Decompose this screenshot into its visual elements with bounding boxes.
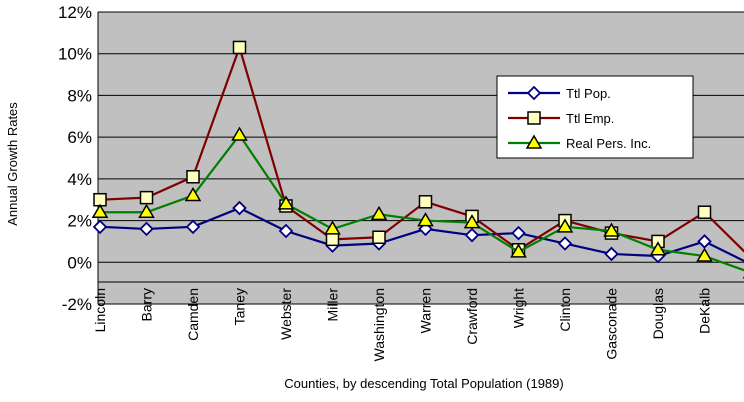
- x-tick-label: Miller: [325, 288, 341, 322]
- y-tick-label: 2%: [67, 212, 92, 231]
- y-tick-label: 6%: [67, 128, 92, 147]
- legend-item: Ttl Emp.: [508, 111, 614, 126]
- data-point-square: [325, 232, 340, 247]
- data-point-triangle: [696, 247, 713, 262]
- legend-label: Real Pers. Inc.: [566, 136, 651, 151]
- data-point-square: [372, 230, 386, 245]
- legend-label: Ttl Emp.: [566, 111, 614, 126]
- x-tick-label: Washington: [371, 288, 387, 361]
- x-tick-label: DeKalb: [697, 288, 713, 334]
- data-point-diamond: [604, 246, 619, 262]
- x-tick-label: Lincoln: [92, 288, 108, 332]
- x-tick-label: Crawford: [464, 288, 480, 345]
- data-point-triangle: [463, 214, 481, 229]
- x-tick-label: Wright: [511, 288, 527, 328]
- legend-items: Ttl Pop. Ttl Emp. Real Pers. Inc.: [508, 85, 651, 151]
- x-tick-label: Clinton: [557, 288, 573, 332]
- data-point-diamond: [511, 225, 526, 241]
- data-point-square: [232, 40, 247, 55]
- y-tick-label: 12%: [58, 3, 92, 22]
- x-tick-label: Douglas: [650, 288, 666, 339]
- data-point-square: [697, 205, 712, 219]
- y-axis-title: Annual Growth Rates: [5, 102, 20, 226]
- data-point-triangle: [91, 203, 109, 218]
- data-point-triangle: [138, 203, 155, 218]
- data-point-triangle: [231, 126, 248, 141]
- series-2: [91, 126, 744, 279]
- y-tick-label: 10%: [58, 45, 92, 64]
- legend-item: Ttl Pop.: [508, 85, 611, 101]
- y-tick-label: -2%: [62, 295, 92, 314]
- data-point-triangle: [277, 195, 295, 210]
- series-group: [91, 40, 744, 279]
- x-tick-label: Camden: [185, 288, 201, 341]
- data-point-triangle: [324, 220, 341, 235]
- data-point-diamond: [139, 221, 154, 237]
- data-point-diamond: [185, 219, 201, 235]
- data-point-triangle: [370, 205, 388, 221]
- data-point-triangle: [417, 212, 434, 227]
- x-axis-title: Counties, by descending Total Population…: [284, 376, 563, 391]
- x-tick-label: Barry: [139, 288, 155, 321]
- legend-item: Real Pers. Inc.: [508, 134, 651, 151]
- legend-label: Ttl Pop.: [566, 86, 611, 101]
- data-point-square: [186, 170, 200, 184]
- data-point-diamond: [232, 200, 247, 216]
- data-point-diamond: [697, 234, 712, 249]
- data-point-square: [139, 190, 154, 205]
- x-tick-labels: Lincoln Barry Camden Taney Webster Miller Wash…: [92, 288, 744, 362]
- legend: Ttl Pop. Ttl Emp. Real Pers. Inc.: [496, 75, 694, 159]
- data-point-triangle: [603, 222, 620, 237]
- data-point-square: [418, 195, 433, 209]
- x-tick-label: Taney: [232, 288, 248, 325]
- data-point-diamond: [464, 227, 480, 243]
- series-0: [92, 200, 744, 265]
- y-tick-label: 8%: [67, 86, 92, 105]
- data-point-triangle: [525, 134, 543, 149]
- data-point-diamond: [92, 219, 108, 235]
- y-tick-label: 4%: [67, 170, 92, 189]
- data-point-triangle: [510, 243, 527, 258]
- x-tick-label: Gasconade: [604, 288, 620, 360]
- data-point-triangle: [556, 218, 574, 233]
- x-tick-label: Warren: [418, 288, 434, 333]
- data-point-diamond: [526, 85, 542, 101]
- y-tick-labels: -2% 0% 2% 4% 6% 8% 10% 12%: [58, 3, 92, 314]
- data-point-diamond: [278, 223, 294, 239]
- x-tick-label: Webster: [278, 288, 294, 340]
- data-point-triangle: [184, 187, 202, 202]
- data-point-diamond: [557, 236, 573, 251]
- data-point-square: [527, 111, 541, 125]
- y-tick-label: 0%: [67, 253, 92, 272]
- data-point-triangle: [649, 241, 667, 256]
